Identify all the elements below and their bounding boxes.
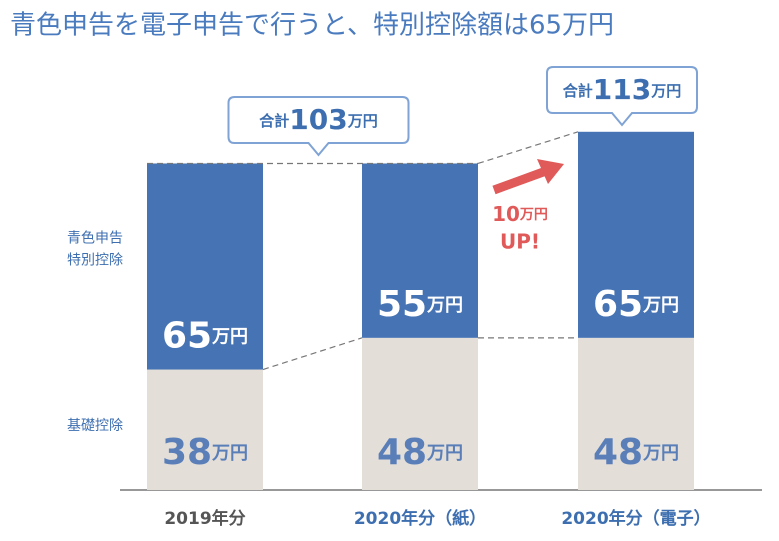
value-label: 65万円 [162, 316, 248, 357]
x-tick-label: 2020年分（紙） [354, 508, 486, 529]
value-label: 48万円 [377, 432, 463, 473]
bar-segment [578, 337, 694, 490]
callout-text: 合計103万円 [258, 103, 377, 136]
value-label: 65万円 [593, 284, 679, 325]
callout-unit: 万円 [347, 112, 378, 130]
legend-label: 基礎控除 [67, 417, 123, 434]
value-label: 38万円 [162, 432, 248, 473]
annotation: UP! [500, 230, 540, 254]
callout-value: 103 [289, 103, 347, 136]
callout-text: 合計113万円 [562, 73, 681, 106]
x-tick-label: 2019年分 [164, 508, 245, 529]
chart-title: 青色申告を電子申告で行うと、特別控除額は65万円 [10, 11, 614, 41]
bar-segment [362, 337, 478, 490]
connector [477, 131, 579, 165]
connector [262, 337, 363, 371]
bar-segment [147, 369, 263, 490]
callout-value: 113 [593, 73, 651, 106]
legend-label: 青色申告特別控除 [67, 230, 123, 269]
bar-segment [578, 131, 694, 338]
x-tick-label: 2020年分（電子） [561, 508, 710, 529]
callout-box [546, 66, 698, 127]
value-label: 48万円 [593, 432, 679, 473]
bar-segment [362, 163, 478, 338]
callout-label: 合計 [562, 82, 593, 100]
callout-unit: 万円 [650, 82, 681, 100]
annotation: 10万円 [492, 202, 548, 226]
callout-label: 合計 [258, 112, 289, 130]
arrow-head [537, 159, 564, 184]
arrow-shaft [492, 166, 548, 195]
callout-box [227, 96, 410, 157]
bar-segment [147, 163, 263, 370]
value-label: 55万円 [377, 284, 463, 325]
